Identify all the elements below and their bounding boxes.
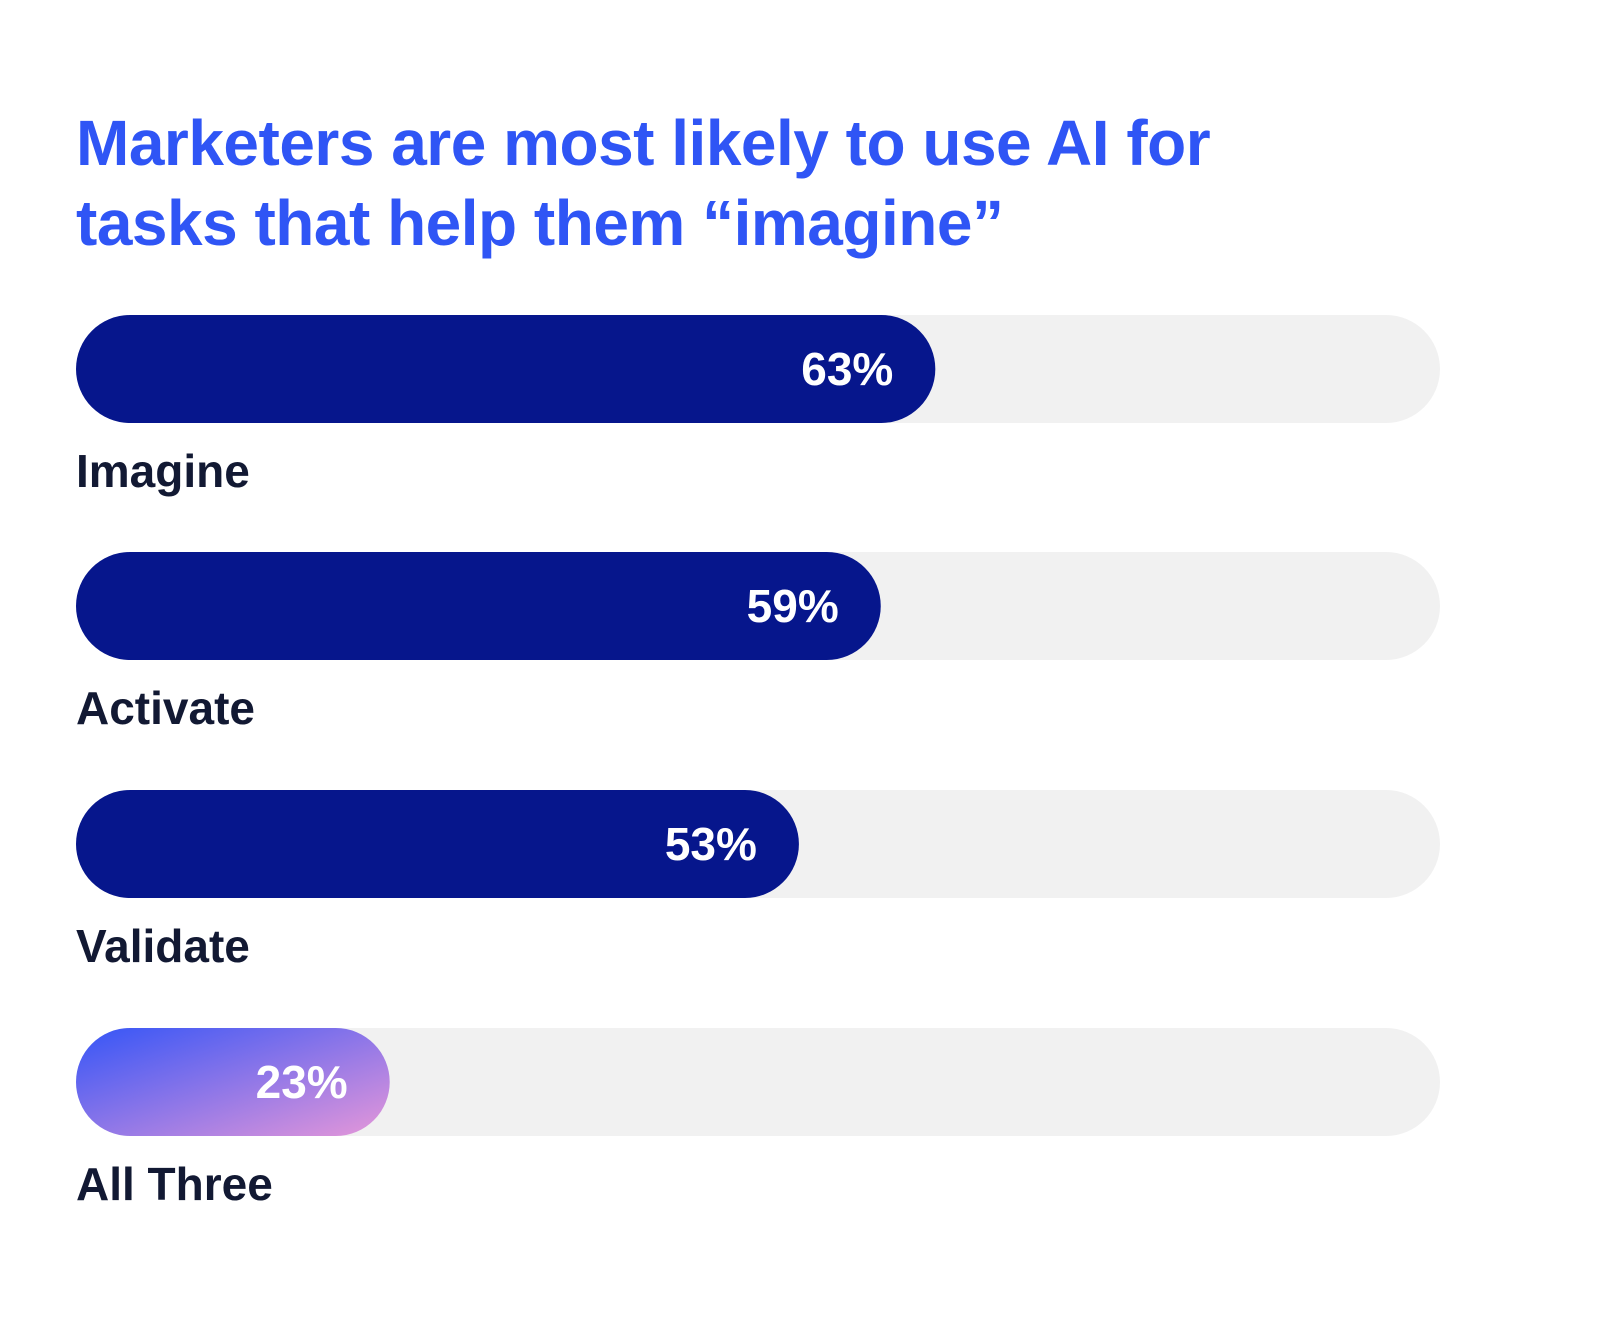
bar-track-all-three <box>76 1028 1440 1136</box>
bar-activate <box>76 552 881 660</box>
value-label-imagine: 63% <box>801 343 893 395</box>
value-label-all-three: 23% <box>256 1056 348 1108</box>
category-label-validate: Validate <box>76 920 250 972</box>
chart-title: Marketers are most likely to use AI for … <box>76 107 1211 259</box>
bar-row-activate: 59% Activate <box>76 552 1440 734</box>
bar-chart: 63% Imagine 59% Activate 53% Validate 23% All T… <box>76 0 1484 1330</box>
value-label-validate: 53% <box>665 818 757 870</box>
category-label-activate: Activate <box>76 682 255 734</box>
value-label-activate: 59% <box>747 580 839 632</box>
bars-canvas: 63% Imagine 59% Activate 53% Validate 23% All T… <box>76 315 1440 1210</box>
bar-validate <box>76 790 799 898</box>
category-label-imagine: Imagine <box>76 445 250 497</box>
bar-imagine <box>76 315 936 423</box>
bar-all-three <box>76 1028 390 1136</box>
bar-row-all-three: 23% All Three <box>76 1028 1440 1210</box>
category-label-all-three: All Three <box>76 1158 273 1210</box>
bar-row-validate: 53% Validate <box>76 790 1440 972</box>
bar-row-imagine: 63% Imagine <box>76 315 1440 497</box>
